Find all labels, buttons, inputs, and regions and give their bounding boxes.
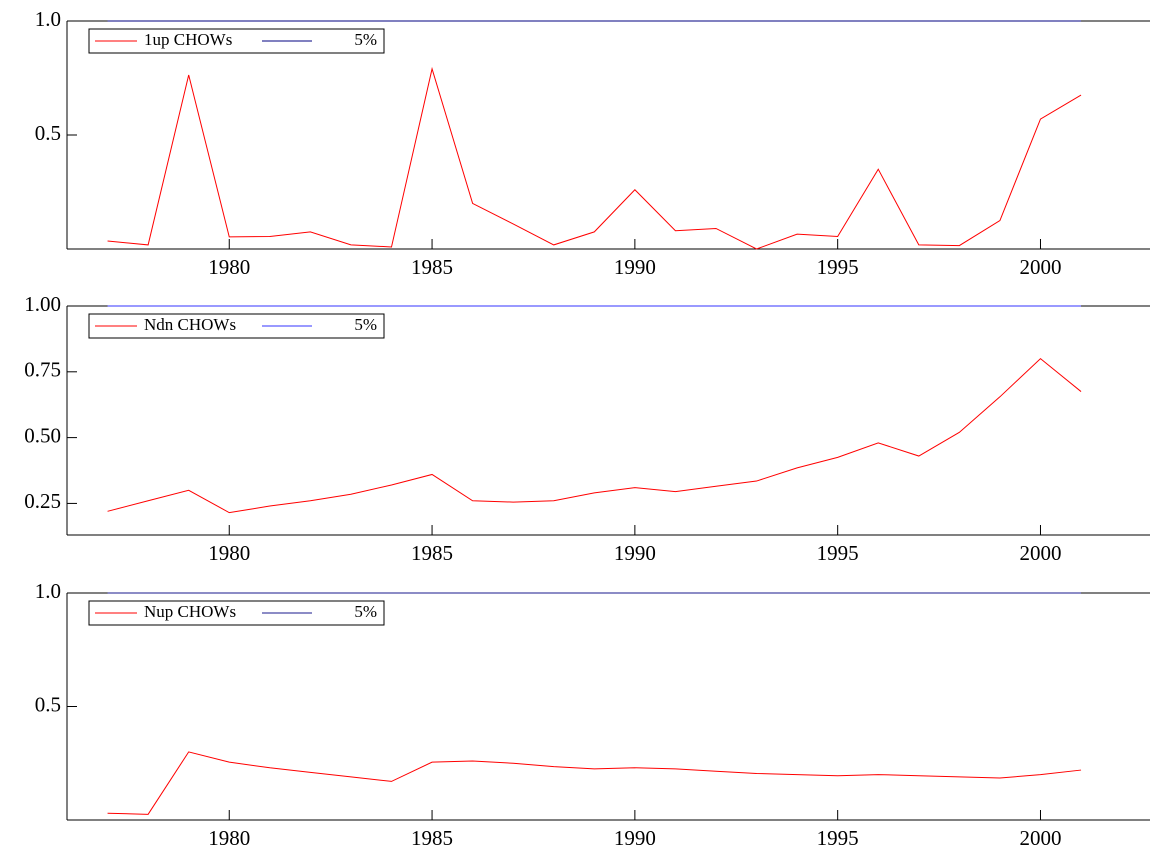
y-tick-label: 0.75: [24, 358, 61, 382]
legend-label: Ndn CHOWs: [144, 315, 236, 334]
x-tick-label: 2000: [1019, 826, 1061, 850]
x-tick-label: 1990: [614, 255, 656, 279]
y-tick-label: 0.5: [35, 121, 61, 145]
legend-box: [88, 313, 385, 339]
y-tick-label: 0.5: [35, 692, 61, 716]
legend-label: 5%: [354, 602, 377, 621]
legend-label: 5%: [354, 315, 377, 334]
x-tick-label: 1990: [614, 541, 656, 565]
y-tick-label: 1.0: [35, 7, 61, 31]
legend-label: Nup CHOWs: [144, 602, 236, 621]
legend-box: [88, 28, 385, 54]
series-line: [107, 357, 1082, 514]
x-tick-label: 1980: [208, 826, 250, 850]
y-tick-label: 0.25: [24, 489, 61, 513]
x-tick-label: 1995: [817, 255, 859, 279]
x-tick-label: 1990: [614, 826, 656, 850]
series-line: [107, 66, 1082, 250]
x-tick-label: 1980: [208, 255, 250, 279]
x-tick-label: 1980: [208, 541, 250, 565]
x-tick-label: 2000: [1019, 255, 1061, 279]
legend-label: 1up CHOWs: [144, 30, 232, 49]
legend-label: 5%: [354, 30, 377, 49]
x-tick-label: 1995: [817, 826, 859, 850]
y-tick-label: 1.0: [35, 579, 61, 603]
series-line: [107, 751, 1082, 815]
legend-box: [88, 600, 385, 626]
x-tick-label: 1985: [411, 541, 453, 565]
x-tick-label: 1985: [411, 255, 453, 279]
y-tick-label: 0.50: [24, 423, 61, 447]
x-tick-label: 2000: [1019, 541, 1061, 565]
x-tick-label: 1985: [411, 826, 453, 850]
x-tick-label: 1995: [817, 541, 859, 565]
y-tick-label: 1.00: [24, 292, 61, 316]
